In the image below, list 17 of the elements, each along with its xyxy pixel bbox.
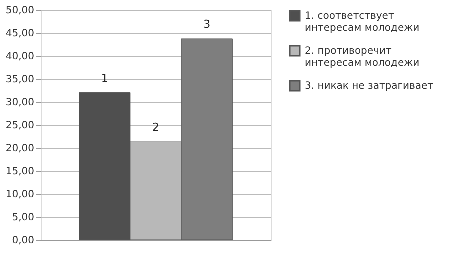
y-tick-label: 45,00 — [6, 28, 34, 40]
y-tick-label: 0,00 — [12, 236, 34, 246]
legend-label: 3. никак не затрагивает — [305, 81, 434, 92]
y-tick-label: 50,00 — [6, 6, 34, 16]
legend-label: 2. противоречит интересам молодежи — [305, 46, 420, 69]
y-tick-label: 5,00 — [12, 212, 34, 224]
annotation: 2 — [152, 121, 160, 134]
y-tick-label: 30,00 — [6, 98, 34, 108]
y-tick-label: 35,00 — [6, 74, 34, 86]
y-tick-label: 15,00 — [6, 166, 34, 178]
annotation: 1 — [101, 72, 108, 85]
legend-label: 1. соответствует интересам молодежи — [305, 11, 420, 34]
y-tick-label: 10,00 — [6, 190, 34, 200]
annotation: 3 — [204, 18, 211, 31]
y-tick-label: 20,00 — [6, 144, 34, 154]
y-tick-label: 40,00 — [6, 52, 34, 62]
y-tick-label: 25,00 — [6, 120, 34, 132]
